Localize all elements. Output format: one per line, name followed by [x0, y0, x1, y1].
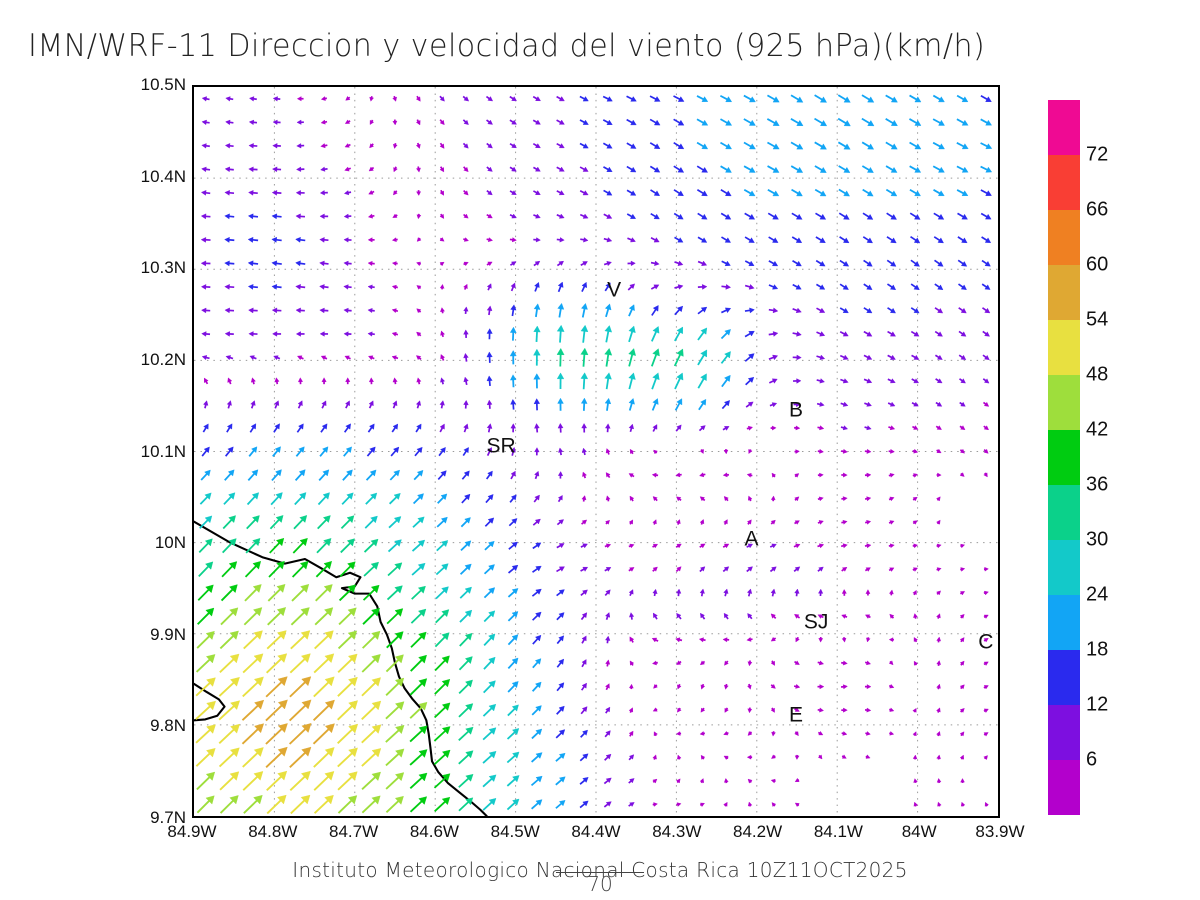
colorbar-band [1048, 760, 1080, 815]
colorbar-tick: 12 [1086, 693, 1109, 716]
y-axis-tick-labels: 10.5N 10.4N 10.3N 10.2N 10.1N 10N 9.9N 9.8N 9.7N [90, 75, 186, 827]
x-axis-tick: 84.6W [409, 822, 459, 841]
x-axis-tick-labels: 84.9W 84.8W 84.7W 84.6W 84.5W 84.4W 84.3W 84.2W… [167, 822, 1024, 850]
colorbar-band [1048, 705, 1080, 760]
wind-vector-field [194, 87, 998, 816]
colorbar-tick: 18 [1086, 638, 1109, 661]
colorbar-band [1048, 375, 1080, 430]
colorbar-band [1048, 540, 1080, 595]
x-axis-tick: 84W [901, 822, 937, 841]
colorbar-tick: 36 [1086, 473, 1109, 496]
y-axis-tick: 10.2N [140, 349, 186, 369]
colorbar-tick: 6 [1086, 748, 1098, 771]
colorbar-tick: 42 [1086, 418, 1109, 441]
colorbar-band [1048, 100, 1080, 155]
colorbar-tick: 66 [1086, 198, 1109, 221]
x-axis-tick: 83.9W [975, 822, 1025, 841]
y-axis-tick: 10.1N [140, 441, 186, 461]
colorbar-band [1048, 210, 1080, 265]
colorbar-band [1048, 320, 1080, 375]
wind-arrows [195, 94, 993, 815]
figure-title: IMN/WRF-11 Direccion y velocidad del vie… [28, 28, 986, 64]
colorbar-tick: 60 [1086, 253, 1109, 276]
colorbar-band [1048, 485, 1080, 540]
y-axis-tick: 10.4N [140, 166, 186, 186]
y-axis-tick: 10.3N [140, 258, 186, 278]
page-number: 70 [587, 872, 613, 896]
colorbar-tick: 48 [1086, 363, 1109, 386]
colorbar-band [1048, 265, 1080, 320]
x-axis-tick: 84.7W [329, 822, 379, 841]
colorbar-tick: 72 [1086, 143, 1109, 166]
colorbar-band [1048, 155, 1080, 210]
colorbar-tick: 54 [1086, 308, 1109, 331]
colorbar-tick-labels: 6 12 18 24 30 36 42 48 54 60 66 72 [1086, 100, 1156, 815]
colorbar-band [1048, 650, 1080, 705]
x-axis-tick: 84.8W [248, 822, 298, 841]
x-axis-tick: 84.3W [652, 822, 702, 841]
colorbar-band [1048, 430, 1080, 485]
y-axis-tick: 10.5N [140, 75, 186, 94]
colorbar-tick: 30 [1086, 528, 1109, 551]
y-axis-tick: 9.8N [150, 716, 186, 736]
y-axis-tick: 9.9N [150, 624, 186, 644]
x-axis-tick: 84.2W [733, 822, 783, 841]
x-axis-tick: 84.4W [571, 822, 621, 841]
x-axis-tick: 84.9W [167, 822, 217, 841]
map-gridlines [194, 87, 998, 816]
x-axis-tick: 84.5W [490, 822, 540, 841]
colorbar-tick: 24 [1086, 583, 1109, 606]
footer-credit: Instituto Meteorologico Nacional Costa R… [292, 858, 908, 882]
page-number-rule [556, 872, 644, 873]
y-axis-tick: 9.7N [150, 808, 186, 827]
colorbar [1048, 100, 1080, 815]
y-axis-tick: 10N [154, 533, 186, 553]
x-axis-tick: 84.1W [813, 822, 863, 841]
colorbar-band [1048, 595, 1080, 650]
map-plot-area[interactable]: V B SR A SJ C E [192, 85, 1000, 818]
